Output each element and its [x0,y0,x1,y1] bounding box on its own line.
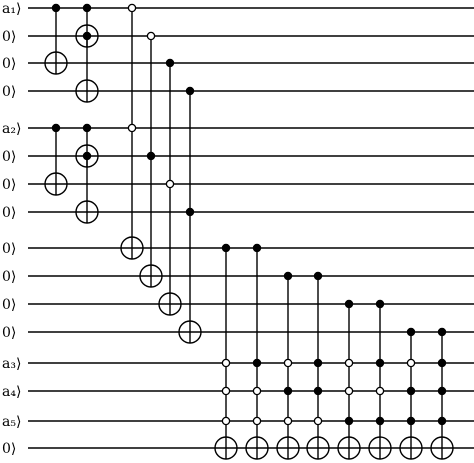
target-xor-symbol [44,172,68,196]
open-control-dot [221,386,231,396]
open-control-dot [146,31,156,41]
open-control-dot [344,386,354,396]
filled-control-dot [406,416,416,426]
target-xor-symbol [399,436,423,460]
controlled-not-gate-17 [399,327,423,460]
filled-control-dot [221,243,231,253]
wire-label-8: 0⟩ [2,205,16,221]
filled-control-dot [165,58,175,68]
open-control-dot [344,358,354,368]
target-xor-symbol [276,436,300,460]
target-xor-symbol [75,79,99,103]
controlled-not-gate-9 [158,58,182,316]
filled-control-dot [51,123,61,133]
filled-control-dot [313,271,323,281]
filled-control-dot [252,243,262,253]
open-control-dot [252,416,262,426]
controlled-not-gate-11 [214,243,238,460]
filled-control-dot [283,271,293,281]
wire-label-4: 0⟩ [2,84,16,100]
controlled-not-gate-13 [276,271,300,460]
target-xor-symbol [75,200,99,224]
target-xor-symbol [178,320,202,344]
open-control-dot [221,416,231,426]
controlled-not-gate-8 [139,31,163,288]
target-xor-symbol [120,236,144,260]
filled-control-dot [146,151,156,161]
target-xor-symbol [139,264,163,288]
filled-control-dot [185,86,195,96]
filled-control-dot [313,386,323,396]
target-xor-symbol [158,292,182,316]
filled-control-dot [375,358,385,368]
filled-control-dot [82,123,92,133]
wire-label-9: 0⟩ [2,241,16,257]
open-control-dot [127,123,137,133]
wire-label-2: 0⟩ [2,29,16,45]
open-control-dot [165,179,175,189]
controlled-not-gate-14 [306,271,330,460]
open-control-dot [283,416,293,426]
controlled-not-gate-12 [245,243,269,460]
controlled-not-gate-4 [44,123,68,196]
filled-control-dot [437,327,447,337]
open-control-dot [283,358,293,368]
target-xor-symbol [337,436,361,460]
filled-control-dot [437,416,447,426]
filled-control-dot [283,386,293,396]
open-control-dot [313,416,323,426]
target-xor-symbol [306,436,330,460]
target-xor-symbol [214,436,238,460]
filled-control-dot [313,358,323,368]
controlled-not-gate-6 [75,151,99,224]
filled-control-dot [375,416,385,426]
open-control-dot [375,386,385,396]
filled-control-dot [375,299,385,309]
wires [28,7,474,449]
target-xor-symbol [245,436,269,460]
wire-label-6: 0⟩ [2,149,16,165]
controlled-not-gate-1 [44,3,68,75]
filled-control-dot [82,151,92,161]
wire-label-14: a₄⟩ [2,384,21,400]
filled-control-dot [344,416,354,426]
filled-control-dot [437,386,447,396]
wire-label-5: a₂⟩ [2,121,21,137]
filled-control-dot [406,386,416,396]
controlled-not-gate-10 [178,86,202,344]
controlled-not-gate-18 [430,327,454,460]
wire-label-1: a₁⟩ [2,1,21,17]
wire-label-3: 0⟩ [2,56,16,72]
controlled-not-gate-16 [368,299,392,460]
wire-labels: a₁⟩ 0⟩ 0⟩ 0⟩ a₂⟩ 0⟩ 0⟩ 0⟩ 0⟩ 0⟩ 0⟩ 0⟩ a₃⟩ a₄⟩ a₅⟩ 0⟩ [2,1,21,457]
filled-control-dot [437,358,447,368]
filled-control-dot [82,31,92,41]
gates [44,3,454,460]
target-xor-symbol [44,51,68,75]
filled-control-dot [344,299,354,309]
filled-control-dot [406,327,416,337]
filled-control-dot [82,3,92,13]
wire-label-15: a₅⟩ [2,414,21,430]
controlled-not-gate-15 [337,299,361,460]
wire-label-16: 0⟩ [2,441,16,457]
open-control-dot [127,3,137,13]
open-control-dot [406,358,416,368]
target-xor-symbol [430,436,454,460]
controlled-not-gate-3 [75,31,99,103]
wire-label-7: 0⟩ [2,177,16,193]
wire-label-13: a₃⟩ [2,356,21,372]
wire-label-10: 0⟩ [2,269,16,285]
controlled-not-gate-7 [120,3,144,260]
filled-control-dot [252,358,262,368]
open-control-dot [221,358,231,368]
open-control-dot [252,386,262,396]
target-xor-symbol [368,436,392,460]
filled-control-dot [51,3,61,13]
filled-control-dot [185,207,195,217]
wire-label-11: 0⟩ [2,297,16,313]
wire-label-12: 0⟩ [2,325,16,341]
